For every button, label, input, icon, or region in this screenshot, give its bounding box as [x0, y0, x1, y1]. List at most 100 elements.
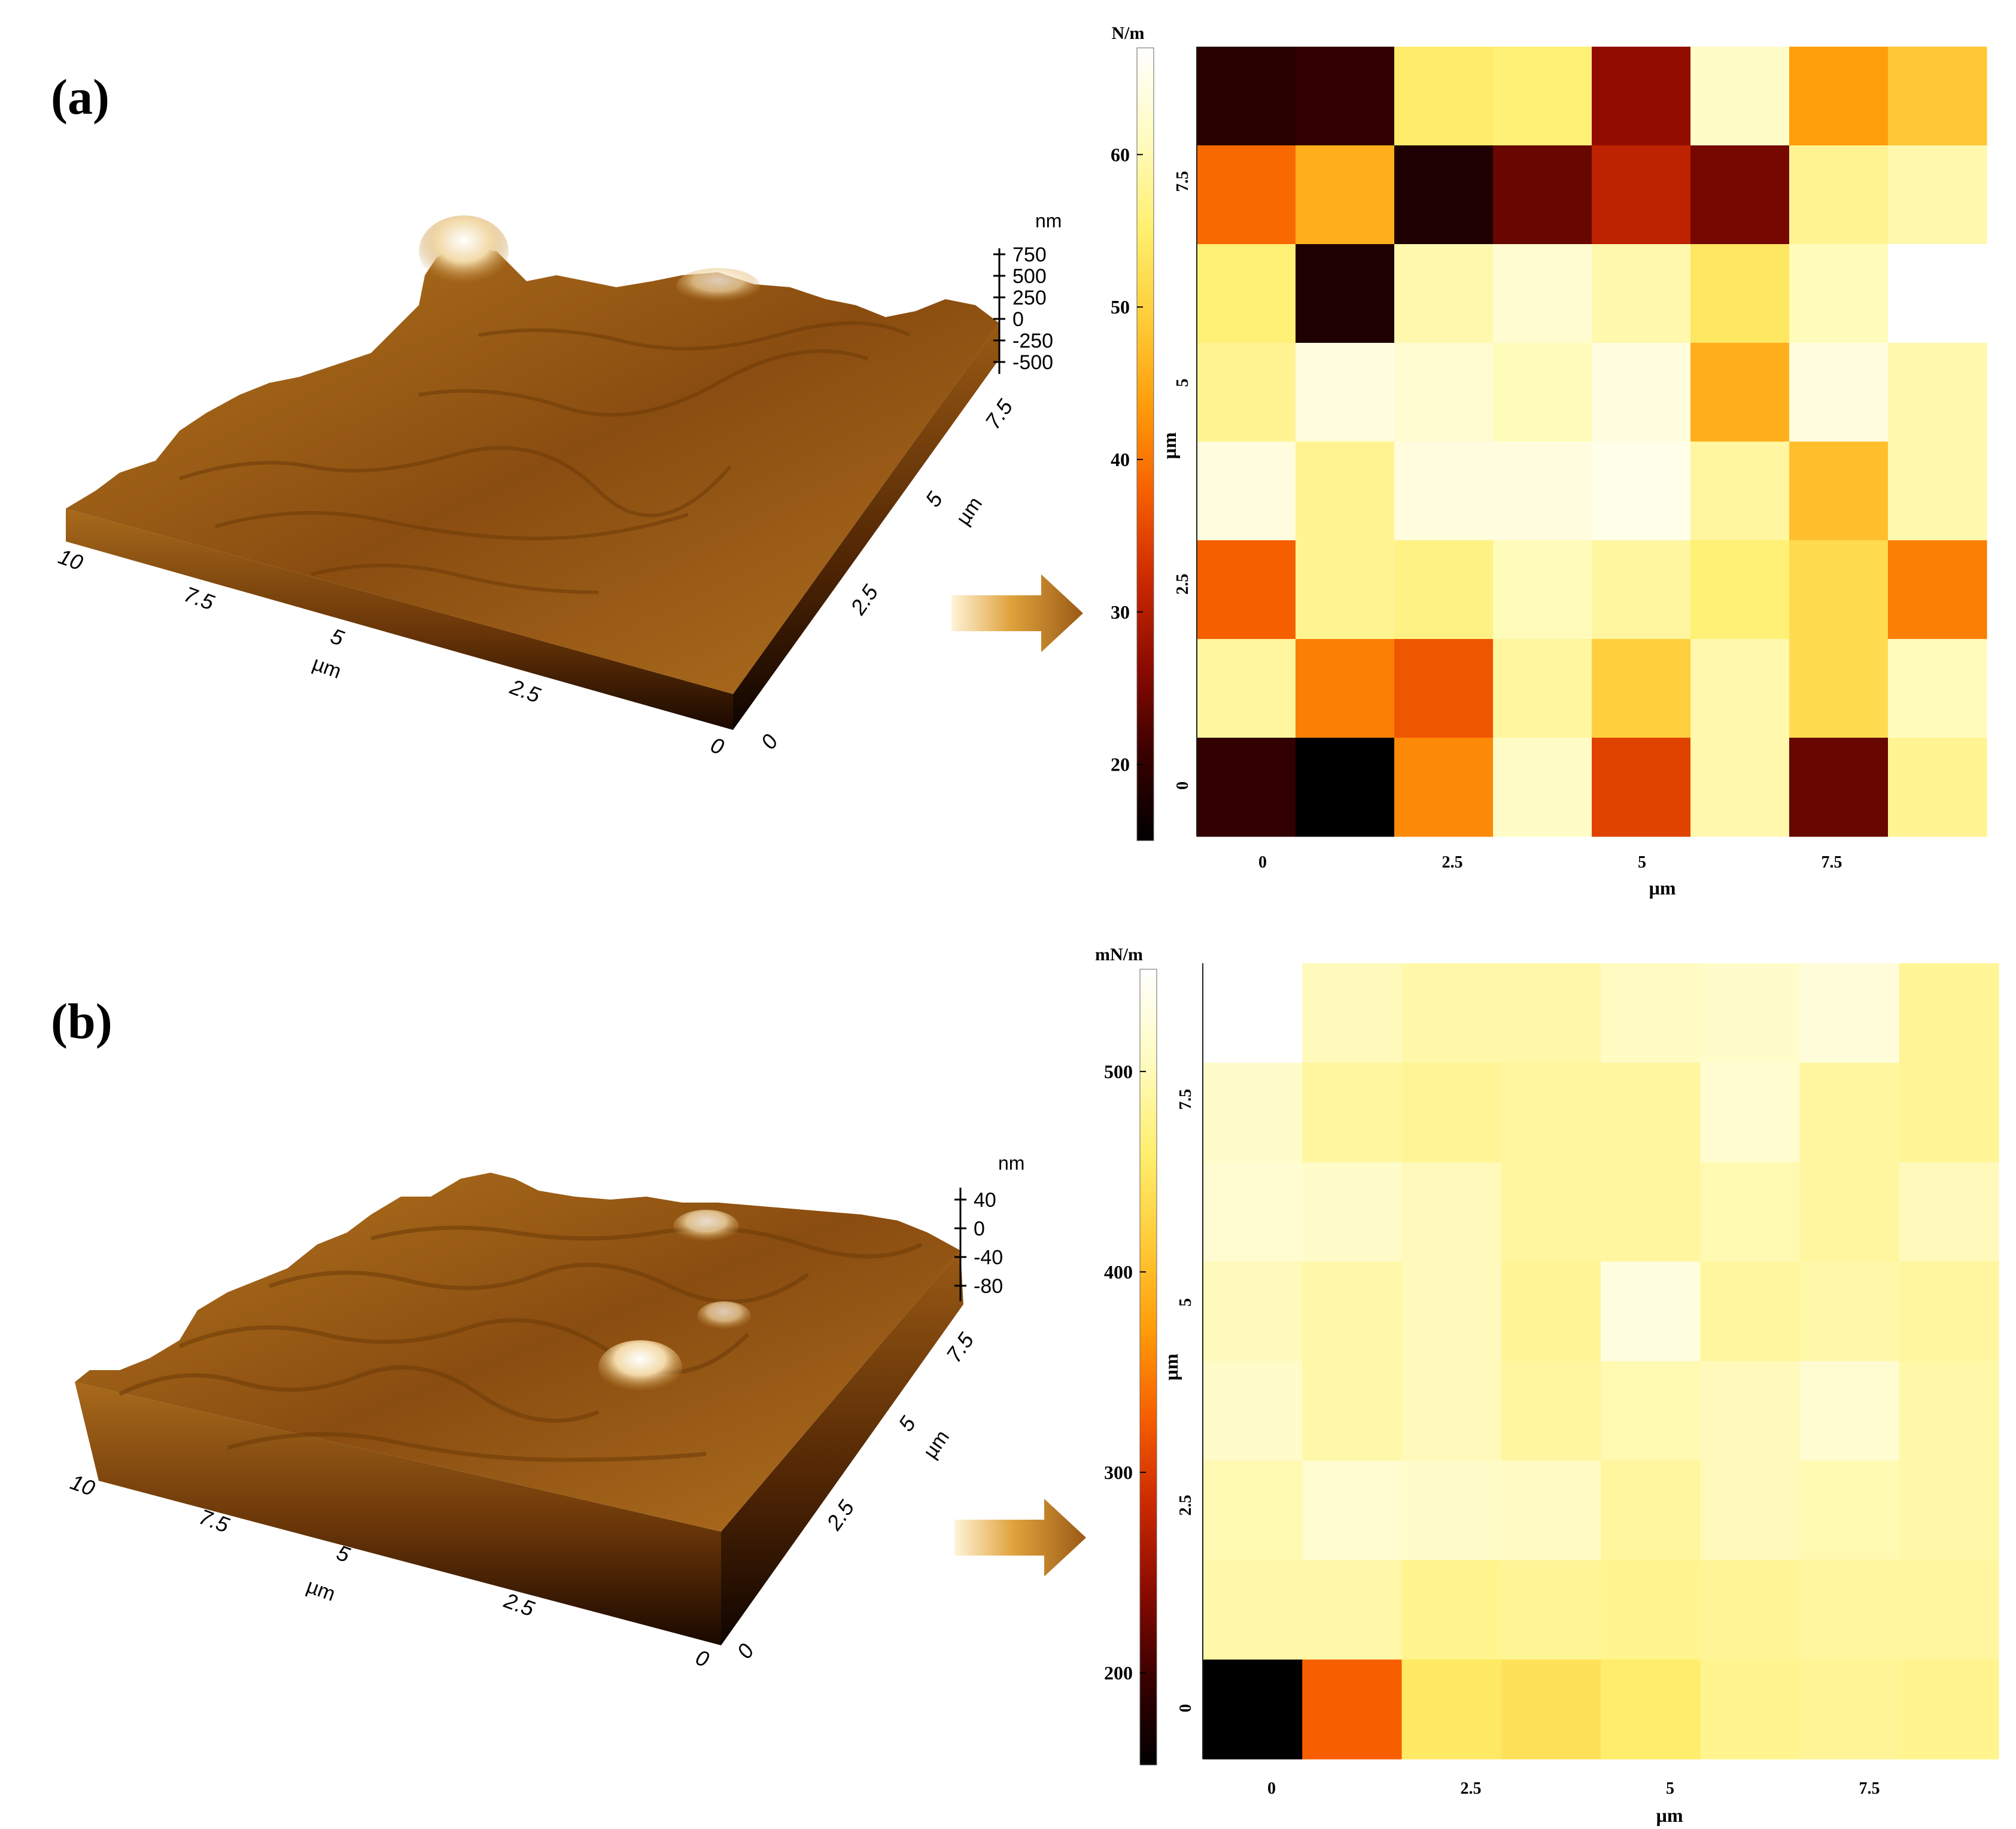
colorbar-tick-label: 60	[1111, 144, 1130, 165]
panel-a-label: (a)	[51, 69, 110, 125]
heatmap-cell	[1601, 1063, 1701, 1163]
topo-axis2-tick-label: 7.5	[941, 1328, 979, 1367]
heatmap-cell	[1302, 1659, 1403, 1760]
heatmap-y-tick-label: 2.5	[1173, 574, 1192, 595]
topo-z-tick-label: -80	[974, 1275, 1003, 1298]
topo-b-left-face	[75, 1382, 721, 1645]
heatmap-cell	[1501, 1162, 1601, 1262]
heatmap-cell	[1601, 963, 1701, 1063]
heatmap-cell	[1401, 963, 1502, 1063]
heatmap-cell	[1394, 738, 1494, 837]
heatmap-cell	[1888, 47, 1987, 146]
heatmap-cell	[1690, 639, 1790, 738]
heatmap-a-ylabel: µm	[1158, 432, 1180, 459]
heatmap-a-x-ticks: 0 2.5 5 7.5	[1258, 853, 1842, 872]
heatmap-cell	[1394, 343, 1494, 442]
heatmap-a-xlabel: µm	[1649, 877, 1676, 899]
heatmap-cell	[1197, 540, 1296, 640]
heatmap-cell	[1302, 1261, 1403, 1362]
heatmap-cell	[1394, 639, 1494, 738]
heatmap-cell	[1203, 1361, 1303, 1461]
heatmap-cell	[1799, 1361, 1900, 1461]
heatmap-cell	[1501, 1460, 1601, 1561]
topo-axis2-tick-label: 7.5	[980, 394, 1018, 433]
heatmap-cell	[1401, 1361, 1502, 1461]
topo-axis2-tick-label: 0	[756, 730, 783, 754]
heatmap-cell	[1302, 1560, 1403, 1660]
heatmap-cell	[1789, 639, 1889, 738]
topo-b-right-face	[721, 1250, 963, 1645]
heatmap-cell	[1592, 343, 1691, 442]
heatmap-cell	[1197, 639, 1296, 738]
heatmap-x-tick-label: 2.5	[1442, 853, 1463, 872]
colorbar-tick-label: 200	[1104, 1662, 1133, 1684]
heatmap-b-x-ticks: 0 2.5 5 7.5	[1267, 1779, 1880, 1798]
colorbar-b-gradient	[1139, 969, 1157, 1766]
heatmap-cell	[1203, 1261, 1303, 1362]
heatmap-cell	[1493, 343, 1592, 442]
topo-a-texture	[179, 321, 911, 594]
heatmap-cell	[1401, 1460, 1502, 1561]
topo-b-bump	[673, 1210, 739, 1243]
heatmap-cell	[1401, 1063, 1502, 1163]
colorbar-b: mN/m 200 300 400 500	[1095, 945, 1157, 1766]
heatmap-cell	[1690, 738, 1790, 837]
heatmap-x-tick-label: 2.5	[1461, 1779, 1482, 1798]
topo-z-tick-label: 0	[1012, 308, 1024, 331]
heatmap-b-xlabel: µm	[1656, 1804, 1683, 1826]
heatmap-cell	[1789, 540, 1889, 640]
topo-axis1-tick-label: 0	[692, 1645, 712, 1672]
topo-b-peak	[598, 1340, 682, 1394]
topo-axis1-tick-label: 5	[333, 1540, 354, 1568]
topo-a-right-face	[733, 323, 999, 730]
topo-axis1-tick-label: 10	[55, 544, 86, 575]
heatmap-cell	[1493, 244, 1592, 343]
heatmap-cell	[1888, 244, 1987, 343]
heatmap-cell	[1799, 963, 1900, 1063]
heatmap-cell	[1197, 343, 1296, 442]
heatmap-cell	[1700, 963, 1801, 1063]
heatmap-cell	[1197, 738, 1296, 837]
heatmap-cell	[1888, 343, 1987, 442]
colorbar-tick-label: 500	[1104, 1061, 1133, 1082]
heatmap-b-y-ticks: 0 2.5 5 7.5	[1176, 1089, 1195, 1712]
heatmap-cell	[1302, 963, 1403, 1063]
heatmap-cell	[1302, 1063, 1403, 1163]
colorbar-b-ticks: 200 300 400 500	[1104, 1061, 1146, 1684]
heatmap-cell	[1690, 442, 1790, 541]
heatmap-cell	[1296, 442, 1395, 541]
heatmap-cell	[1690, 47, 1790, 146]
heatmap-cell	[1592, 639, 1691, 738]
topography-3d-b: nm 400-40-80 107.552.50 µm 02.557.5 µm	[67, 1152, 1024, 1672]
colorbar-tick-label: 50	[1111, 296, 1130, 318]
heatmap-cell	[1296, 639, 1395, 738]
topo-z-tick-label: 750	[1012, 244, 1047, 266]
heatmap-cell	[1203, 1659, 1303, 1760]
colorbar-a-unit: N/m	[1112, 23, 1145, 43]
panel-b-label: (b)	[51, 994, 112, 1049]
topo-axis1-tick-label: 10	[67, 1469, 98, 1501]
topo-z-tick-label: -40	[974, 1246, 1003, 1269]
heatmap-cell	[1700, 1659, 1801, 1760]
heatmap-x-tick-label: 0	[1258, 853, 1267, 872]
heatmap-cell	[1401, 1162, 1502, 1262]
heatmap-cell	[1700, 1261, 1801, 1362]
panel-b: (b) nm 400-40-80 107.552.50 µm 02.557.5 …	[51, 945, 1999, 1826]
topo-axis1-tick-label: 2.5	[506, 674, 544, 708]
heatmap-cell	[1493, 145, 1592, 245]
topo-z-tick-label: -250	[1012, 330, 1053, 352]
topo-z-tick-label: 40	[974, 1189, 996, 1212]
topo-b-texture	[118, 1225, 923, 1462]
heatmap-cell	[1888, 145, 1987, 245]
topo-b-z-unit: nm	[998, 1152, 1024, 1174]
heatmap-y-tick-label: 0	[1173, 781, 1192, 790]
topo-axis2-tick-label: 0	[732, 1639, 759, 1663]
heatmap-cell	[1899, 1659, 1999, 1760]
topo-b-axis1-label: µm	[303, 1575, 338, 1606]
heatmap-cell	[1789, 244, 1889, 343]
heatmap-y-tick-label: 5	[1176, 1298, 1195, 1307]
heatmap-cell	[1401, 1261, 1502, 1362]
